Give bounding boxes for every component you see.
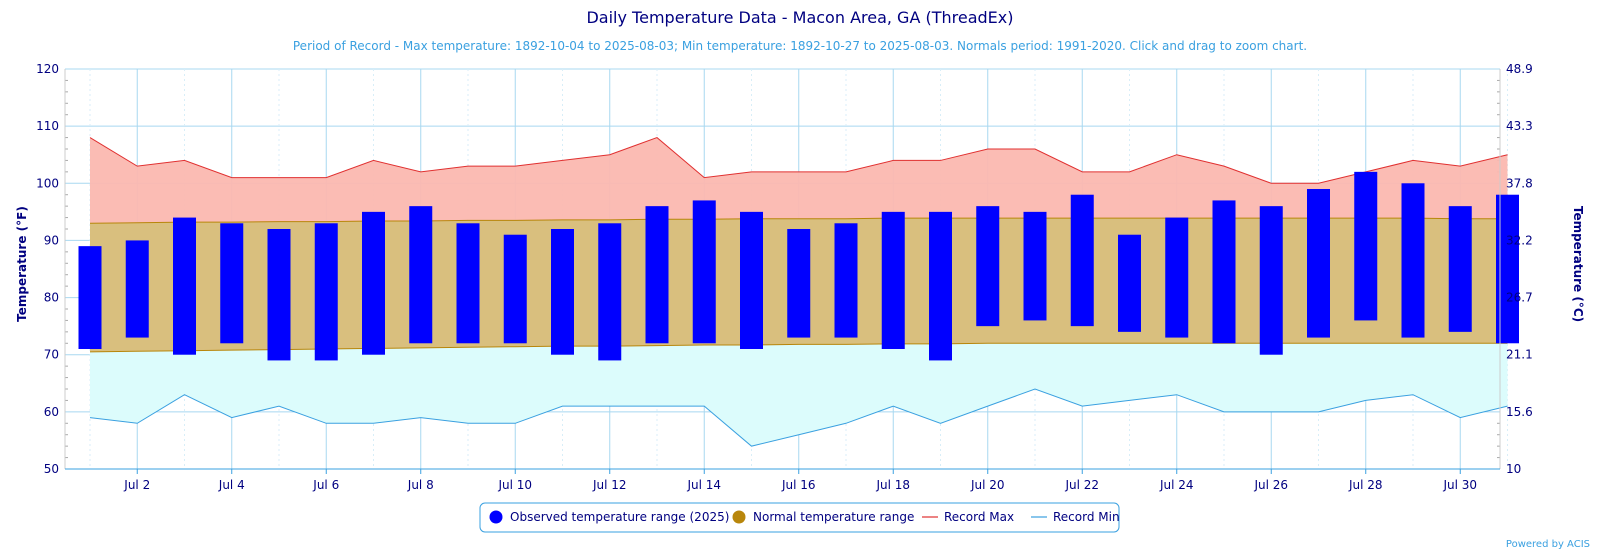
y-tick-right-5: 37.8 (1506, 176, 1533, 190)
legend-normal-marker (732, 510, 746, 524)
chart-subtitle: Period of Record - Max temperature: 1892… (293, 39, 1307, 53)
y-tick-right-4: 32.2 (1506, 233, 1533, 247)
observed-bar-day-31[interactable] (1496, 194, 1519, 344)
y-tick-right-3: 26.7 (1506, 291, 1533, 305)
observed-bar-day-7[interactable] (362, 211, 385, 355)
observed-bar-day-15[interactable] (740, 211, 763, 349)
x-tick-label-16: Jul 16 (781, 478, 816, 492)
observed-bar-day-4[interactable] (220, 223, 244, 344)
observed-bar-day-25[interactable] (1212, 200, 1236, 344)
observed-bar-day-3[interactable] (173, 217, 196, 355)
observed-bar-day-20[interactable] (976, 206, 1000, 327)
observed-bar-day-28[interactable] (1354, 171, 1378, 321)
y-tick-left-50: 50 (44, 462, 59, 476)
y-axis-title-right: Temperature (°C) (1571, 206, 1585, 322)
x-tick-label-30: Jul 30 (1442, 478, 1477, 492)
y-tick-left-90: 90 (44, 233, 59, 247)
record-min-area (90, 343, 1508, 447)
x-tick-label-4: Jul 4 (218, 478, 245, 492)
legend-normal-label: Normal temperature range (753, 510, 914, 524)
observed-bar-day-1[interactable] (78, 246, 102, 349)
x-tick-label-26: Jul 26 (1253, 478, 1288, 492)
legend-item-observed[interactable]: Observed temperature range (2025) (489, 510, 730, 524)
legend-box (479, 502, 1120, 533)
legend-record-min-label: Record Min (1053, 510, 1120, 524)
legend-item-record-max[interactable]: Record Max (922, 510, 1014, 524)
credit-link[interactable]: Powered by ACIS (1506, 539, 1590, 550)
y-tick-left-60: 60 (44, 405, 59, 419)
record-max-area (90, 137, 1508, 224)
observed-bar-day-26[interactable] (1259, 206, 1283, 355)
x-tick-label-12: Jul 12 (592, 478, 627, 492)
legend-item-normal[interactable]: Normal temperature range (732, 510, 915, 524)
x-tick-label-18: Jul 18 (875, 478, 910, 492)
record-max-line[interactable] (89, 137, 1508, 184)
legend-observed-marker (489, 510, 503, 524)
y-tick-right-7: 48.9 (1506, 62, 1533, 76)
y-tick-right-1: 15.6 (1506, 405, 1533, 419)
x-tick-label-28: Jul 28 (1348, 478, 1383, 492)
y-tick-left-100: 100 (36, 176, 59, 190)
legend-observed-label: Observed temperature range (2025) (510, 510, 729, 524)
x-tick-label-24: Jul 24 (1159, 478, 1194, 492)
y-tick-left-110: 110 (36, 119, 59, 133)
observed-bar-day-12[interactable] (598, 223, 622, 361)
observed-bar-day-5[interactable] (267, 229, 291, 361)
observed-bar-day-22[interactable] (1070, 194, 1094, 327)
observed-bar-day-9[interactable] (456, 223, 480, 344)
y-tick-left-120: 120 (36, 62, 59, 76)
y-tick-right-2: 21.1 (1506, 348, 1533, 362)
observed-bar-day-10[interactable] (503, 234, 527, 344)
legend-record-max-label: Record Max (944, 510, 1014, 524)
x-tick-label-20: Jul 20 (970, 478, 1005, 492)
x-tick-label-10: Jul 10 (497, 478, 532, 492)
observed-bar-day-30[interactable] (1448, 206, 1472, 332)
y-tick-left-80: 80 (44, 291, 59, 305)
observed-bar-day-23[interactable] (1118, 234, 1141, 332)
observed-bar-day-19[interactable] (929, 211, 952, 361)
y-tick-right-6: 43.3 (1506, 119, 1533, 133)
legend-item-record-min[interactable]: Record Min (1031, 510, 1120, 524)
observed-bar-day-24[interactable] (1165, 217, 1189, 338)
y-tick-left-70: 70 (44, 348, 59, 362)
observed-bar-day-17[interactable] (834, 223, 858, 338)
x-tick-label-8: Jul 8 (407, 478, 434, 492)
observed-bar-day-14[interactable] (692, 200, 716, 344)
y-axis-title-left: Temperature (°F) (15, 206, 29, 322)
observed-bar-day-27[interactable] (1307, 189, 1330, 338)
observed-bar-day-11[interactable] (551, 229, 574, 355)
x-tick-label-2: Jul 2 (123, 478, 150, 492)
observed-bar-day-8[interactable] (409, 206, 433, 344)
chart-title: Daily Temperature Data - Macon Area, GA … (586, 8, 1013, 27)
observed-bar-day-2[interactable] (125, 240, 149, 338)
observed-bar-day-29[interactable] (1401, 183, 1425, 338)
plot-area[interactable]: 50 10 60 15.6 70 21.1 80 26.7 90 32.2 100 37.8 110 43… (36, 62, 1533, 492)
observed-bar-day-21[interactable] (1023, 211, 1047, 321)
observed-bar-day-16[interactable] (787, 229, 811, 338)
observed-bar-day-13[interactable] (645, 206, 669, 344)
record-min-line[interactable] (89, 388, 1508, 447)
y-tick-right-0: 10 (1506, 462, 1521, 476)
x-tick-label-22: Jul 22 (1064, 478, 1099, 492)
observed-bar-day-18[interactable] (881, 211, 905, 349)
x-tick-label-6: Jul 6 (312, 478, 339, 492)
x-tick-label-14: Jul 14 (686, 478, 721, 492)
observed-bar-day-6[interactable] (314, 223, 338, 361)
legend[interactable]: Observed temperature range (2025) Normal… (479, 502, 1120, 533)
